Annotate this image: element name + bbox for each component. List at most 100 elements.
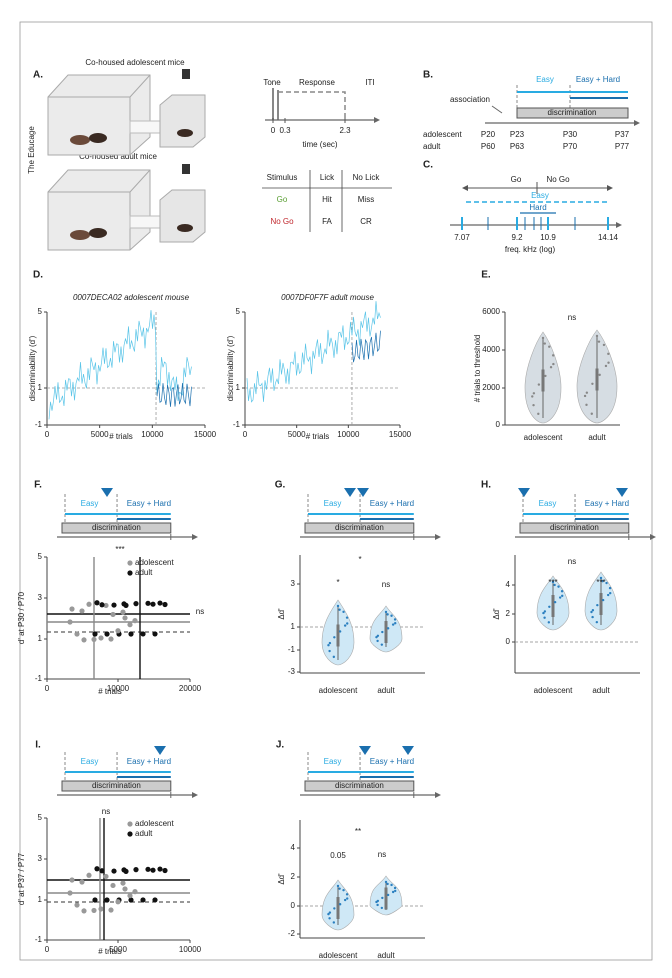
panel-label: B.: [423, 70, 433, 81]
dot: [111, 602, 117, 608]
label: 0: [271, 126, 276, 135]
dot: [110, 611, 116, 618]
dot: [92, 631, 98, 637]
dot: [544, 374, 547, 378]
discrimination-box: [519, 522, 630, 534]
dot: [380, 643, 384, 646]
label: adolescent: [135, 558, 174, 567]
tick-label: 2000: [482, 383, 500, 392]
dot: [79, 879, 85, 885]
dot: [583, 394, 587, 398]
dot: [604, 364, 608, 368]
tick-label: 10000: [107, 684, 130, 693]
label: ITI: [365, 78, 374, 87]
dot: [338, 887, 341, 890]
tick-label: 15000: [194, 430, 217, 439]
cage: [47, 74, 151, 156]
dot: [81, 637, 87, 643]
marker: [359, 746, 371, 755]
label: P23: [510, 130, 525, 139]
tick-label: -1: [35, 935, 43, 944]
dot: [346, 622, 349, 625]
label: *: [358, 555, 361, 564]
label: ns: [568, 313, 576, 322]
dot: [557, 585, 560, 588]
dot: [558, 596, 562, 599]
label: discrimination: [335, 781, 384, 790]
label: ***: [115, 545, 124, 554]
dot: [391, 890, 395, 894]
tick-label: 3: [291, 579, 296, 588]
discrimination-box: [304, 522, 415, 534]
tick-label: 0: [506, 637, 511, 646]
dot: [94, 866, 100, 872]
dot: [98, 906, 104, 912]
dot: [132, 618, 138, 624]
label: Easy: [324, 757, 342, 766]
tick-label: 5000: [288, 430, 306, 439]
panel-label: A.: [33, 70, 43, 81]
tick-label: 0: [45, 684, 50, 693]
label: adult: [377, 951, 395, 960]
label: No Go: [270, 217, 294, 226]
label: adolescent: [135, 819, 174, 828]
arrow-head: [192, 792, 198, 798]
dot: [333, 636, 336, 639]
tick-label: 5: [38, 552, 43, 561]
label: 9.2: [511, 233, 523, 242]
dot: [386, 882, 389, 886]
axis-label: d' at P30 / P70: [17, 591, 26, 644]
dot: [607, 361, 610, 364]
dot: [115, 899, 121, 905]
axis-label: Δd': [277, 608, 286, 620]
tick-label: 2: [506, 609, 511, 618]
panel-label: J.: [276, 740, 285, 751]
tick-label: 1: [236, 383, 241, 392]
dot: [591, 615, 594, 619]
dot: [104, 631, 110, 637]
dot: [346, 897, 349, 900]
panel-label: C.: [423, 160, 433, 171]
mouse: [177, 129, 193, 137]
tunnel: [129, 215, 161, 229]
label: adolescent: [534, 686, 573, 695]
label: adolescent: [319, 686, 358, 695]
iqr: [595, 368, 599, 391]
label: Hit: [322, 195, 333, 204]
mouse: [70, 135, 90, 145]
tick-label: 10000: [141, 430, 164, 439]
label: Lick: [320, 173, 335, 182]
arrow-head: [192, 534, 198, 540]
label: 14.14: [598, 233, 619, 242]
chamber: [159, 94, 206, 148]
label: **: [355, 827, 361, 836]
dot: [157, 600, 163, 606]
dot: [376, 634, 380, 637]
dot: [328, 649, 331, 653]
dot: [384, 610, 388, 614]
tick-label: 1: [38, 383, 43, 392]
ah: [462, 185, 468, 191]
side-label: The Educage: [27, 126, 36, 174]
dot: [67, 619, 73, 625]
label: 0007DF0F7F adult mouse: [281, 293, 374, 302]
response-window: [278, 91, 346, 120]
dot: [327, 912, 330, 916]
label: adult: [377, 686, 395, 695]
label: No Lick: [353, 173, 381, 182]
label: 0.05: [330, 851, 346, 860]
tick-label: 5: [38, 813, 43, 822]
legend-dot: [127, 831, 133, 837]
dot: [590, 610, 593, 614]
dot: [123, 602, 129, 608]
dot: [561, 594, 564, 598]
label: Easy: [531, 191, 549, 200]
label: ***: [596, 578, 605, 587]
label: association: [450, 95, 490, 104]
axis-label: # trials to threshold: [473, 335, 482, 403]
dot: [132, 889, 138, 895]
tick-label: 1: [38, 634, 43, 643]
dot: [162, 867, 168, 874]
panel-label: H.: [481, 480, 491, 491]
